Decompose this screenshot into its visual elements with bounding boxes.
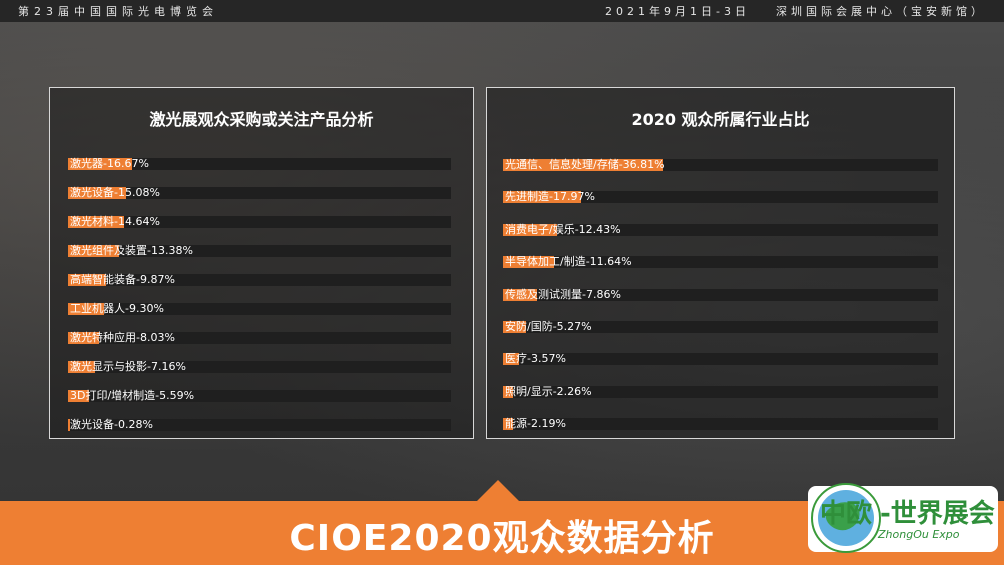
bar-row: 能源-2.19% (487, 417, 954, 432)
bar-row: 激光特种应用-8.03% (50, 331, 473, 346)
bar-label: 先进制造-17.97% (505, 190, 595, 204)
zhongou-expo-logo: 中欧 -世界展会 ZhongOu Expo (808, 483, 998, 553)
bar (503, 288, 538, 301)
bar-label: 照明/显示-2.26% (505, 384, 592, 398)
bar-label: 激光设备-0.28% (70, 418, 153, 431)
bar-label: 激光器-16.67% (70, 157, 149, 170)
bar-row: 消费电子/娱乐-12.43% (487, 222, 954, 238)
bar (503, 321, 526, 333)
bar-track (503, 418, 938, 431)
left-chart-title: 激光展观众采购或关注产品分析 (149, 110, 374, 129)
bar-track (68, 187, 451, 199)
bar-track (503, 321, 938, 333)
bar (503, 385, 513, 398)
bar-track (68, 419, 451, 431)
bar-track (68, 158, 451, 170)
bar-label: 激光材料-14.64% (70, 215, 160, 228)
bar-track (68, 332, 451, 344)
bar-label: 消费电子/娱乐-12.43% (505, 222, 621, 236)
bar (68, 361, 96, 373)
right-chart-panel: 2020 观众所属行业占比 光通信、信息处理/存储-36.81% 先进制造-17.… (486, 87, 955, 439)
bar-track (503, 256, 938, 269)
bar-row: 激光设备-15.08% (50, 186, 473, 201)
bar-label: 激光特种应用-8.03% (70, 331, 175, 344)
left-chart-panel: 激光展观众采购或关注产品分析 激光器-16.67% 激光设备-15.08% 激光材料… (49, 87, 474, 439)
bar-track (68, 390, 451, 402)
top-bar: 第23届中国国际光电博览会 2021年9月1日-3日 深圳国际会展中心（宝安新馆… (0, 0, 1004, 22)
bar-row: 半导体加工/制造-11.64% (487, 255, 954, 270)
bar-track (68, 274, 451, 286)
bar-track (68, 245, 451, 257)
bar (68, 245, 120, 257)
bar-label: 光通信、信息处理/存储-36.81% (505, 158, 665, 171)
bar-label: 高端智能装备-9.87% (70, 273, 175, 286)
bar-row: 工业机器人-9.30% (50, 302, 473, 317)
bar (68, 419, 70, 431)
bar (503, 418, 513, 431)
bar-row: 传感及测试测量-7.86% (487, 287, 954, 303)
bar-row: 照明/显示-2.26% (487, 384, 954, 400)
bar-row: 高端智能装备-9.87% (50, 273, 473, 288)
bar-row: 激光组件及装置-13.38% (50, 244, 473, 259)
bar-label: 安防/国防-5.27% (505, 320, 592, 333)
bar-track (503, 159, 938, 171)
bar-row: 激光显示与投影-7.16% (50, 360, 473, 375)
bar-row: 激光材料-14.64% (50, 215, 473, 230)
svg-text:中欧: 中欧 (820, 498, 872, 529)
bar-track (68, 361, 451, 373)
bar (68, 303, 104, 315)
svg-text:ZhongOu Expo: ZhongOu Expo (877, 528, 960, 541)
bar-row: 3D打印/增材制造-5.59% (50, 389, 473, 404)
bar (68, 158, 132, 170)
footer-notch (476, 480, 520, 502)
bar (68, 274, 106, 286)
bar-label: 半导体加工/制造-11.64% (505, 255, 632, 269)
bar-row: 激光设备-0.28% (50, 418, 473, 433)
bar-label: 工业机器人-9.30% (70, 302, 164, 315)
bar-row: 安防/国防-5.27% (487, 320, 954, 335)
bar-track (68, 216, 451, 228)
bar-track (503, 288, 938, 301)
bar-track (503, 353, 938, 366)
bar-row: 光通信、信息处理/存储-36.81% (487, 158, 954, 173)
bar-label: 激光组件及装置-13.38% (70, 244, 193, 257)
bar (503, 223, 558, 236)
event-date: 2021年9月1日-3日 (605, 5, 750, 18)
bar-label: 激光显示与投影-7.16% (70, 360, 186, 373)
bar-label: 激光设备-15.08% (70, 186, 160, 199)
bar (68, 187, 126, 199)
bar-row: 先进制造-17.97% (487, 190, 954, 205)
bar (68, 390, 90, 402)
bar-label: 传感及测试测量-7.86% (505, 287, 621, 301)
bar (68, 216, 125, 228)
bar (503, 256, 554, 269)
bar (503, 159, 664, 171)
bar (503, 191, 582, 204)
event-name: 第23届中国国际光电博览会 (18, 5, 218, 18)
bar-track (503, 191, 938, 204)
bar-label: 3D打印/增材制造-5.59% (70, 389, 195, 402)
bar-row: 激光器-16.67% (50, 157, 473, 172)
bar-label: 能源-2.19% (505, 417, 566, 431)
bar-track (503, 385, 938, 398)
right-chart-title: 2020 观众所属行业占比 (631, 110, 810, 129)
bar-row: 医疗-3.57% (487, 352, 954, 367)
bar (68, 332, 99, 344)
bar-label: 医疗-3.57% (505, 352, 566, 366)
event-info: 2021年9月1日-3日 深圳国际会展中心（宝安新馆） (605, 3, 1004, 19)
svg-text:-世界展会: -世界展会 (880, 499, 995, 529)
event-venue: 深圳国际会展中心（宝安新馆） (776, 5, 986, 18)
bar-track (503, 223, 938, 236)
bar-track (68, 303, 451, 315)
footer-title: CIOE2020观众数据分析 (289, 518, 715, 559)
bar (503, 353, 519, 366)
